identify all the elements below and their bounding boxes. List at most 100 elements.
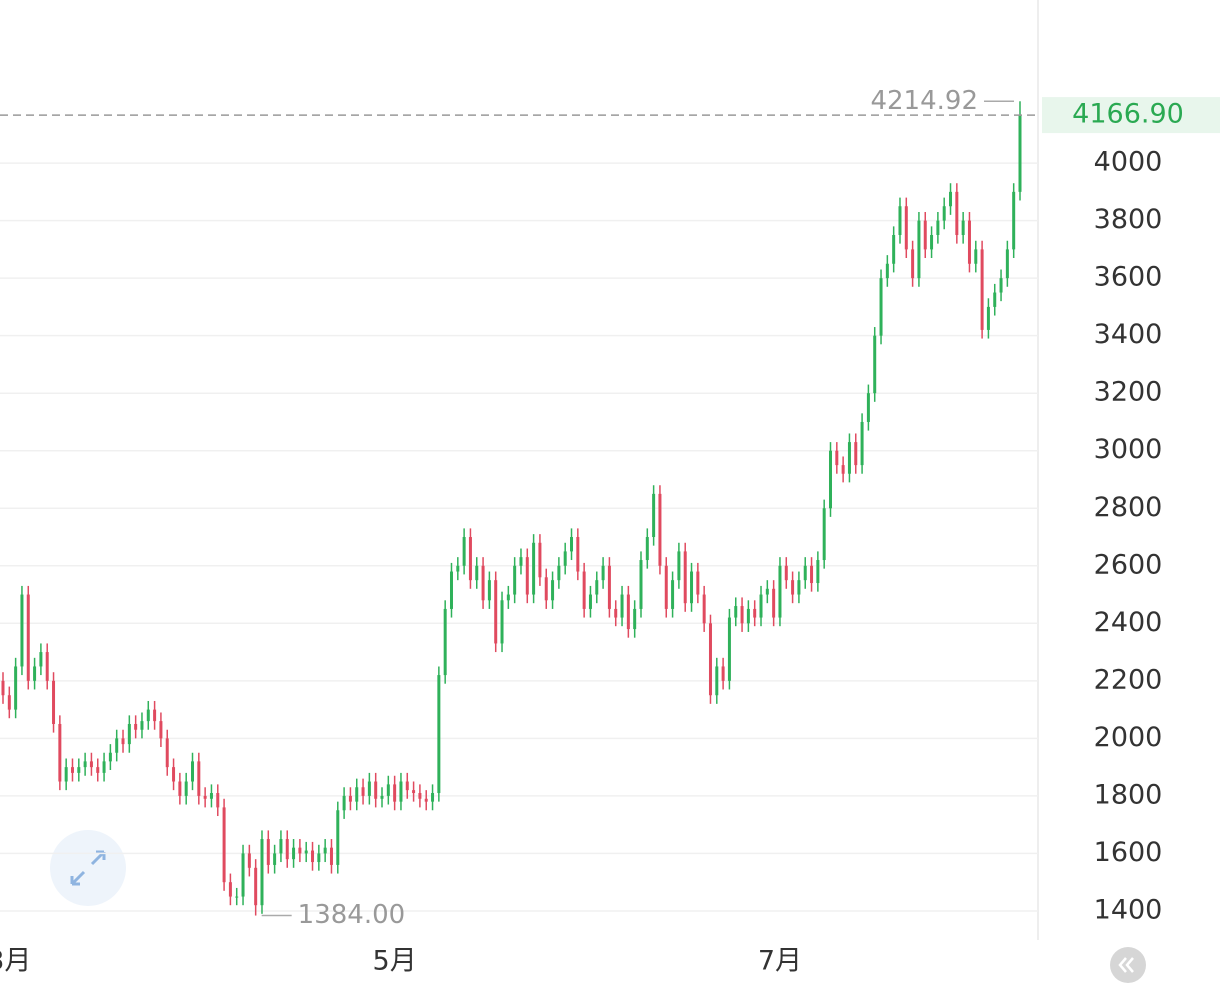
body <box>961 220 965 235</box>
body <box>860 421 864 466</box>
body <box>727 617 731 681</box>
body <box>121 738 125 745</box>
body <box>298 847 302 854</box>
x-tick-label: 7月 <box>758 946 802 977</box>
body <box>671 580 675 609</box>
body <box>923 220 927 250</box>
body <box>285 839 289 860</box>
body <box>412 790 416 794</box>
body <box>203 795 207 799</box>
body <box>494 580 498 644</box>
body <box>191 761 195 782</box>
body <box>393 784 397 802</box>
body <box>348 795 352 802</box>
body <box>513 565 517 595</box>
y-tick-label: 4000 <box>1094 147 1163 178</box>
body <box>462 537 466 566</box>
body <box>816 560 820 584</box>
x-tick-label: 3月 <box>0 946 31 977</box>
body <box>443 608 447 676</box>
body <box>544 577 548 601</box>
body <box>418 793 422 799</box>
expand-bg[interactable] <box>50 830 126 906</box>
y-tick-label: 3200 <box>1094 377 1163 408</box>
body <box>317 853 321 863</box>
y-tick-label: 1600 <box>1094 837 1163 868</box>
body <box>696 571 700 595</box>
body <box>380 795 384 799</box>
body <box>866 393 870 422</box>
body <box>601 565 605 581</box>
body <box>273 853 277 865</box>
body <box>734 606 738 618</box>
x-tick-label: 5月 <box>373 946 417 977</box>
body <box>753 608 757 618</box>
body <box>197 761 201 796</box>
body <box>481 565 485 601</box>
body <box>26 594 30 681</box>
body <box>778 565 782 618</box>
body <box>652 493 656 538</box>
body <box>746 608 750 624</box>
body <box>405 781 409 791</box>
body <box>765 588 769 595</box>
collapse-icon[interactable] <box>1118 957 1134 973</box>
body <box>70 767 74 773</box>
body <box>1005 249 1009 279</box>
expand-button[interactable] <box>50 830 126 906</box>
body <box>797 580 801 595</box>
body <box>525 557 529 595</box>
body <box>266 839 270 865</box>
body <box>329 847 333 865</box>
body <box>614 608 618 618</box>
body <box>64 767 68 782</box>
body <box>165 738 169 768</box>
body <box>228 882 232 897</box>
body <box>892 235 896 264</box>
body <box>468 537 472 581</box>
body <box>159 721 163 739</box>
body <box>658 493 662 566</box>
y-tick-label: 2800 <box>1094 492 1163 523</box>
body <box>1018 115 1022 192</box>
body <box>791 580 795 595</box>
body <box>146 709 150 722</box>
collapse-button[interactable] <box>1110 947 1146 983</box>
body <box>847 442 851 474</box>
body <box>841 465 845 474</box>
body <box>336 810 340 865</box>
body <box>715 666 719 696</box>
body <box>551 580 555 601</box>
body <box>721 666 725 681</box>
body <box>260 839 264 906</box>
body <box>115 738 119 753</box>
body <box>936 220 940 235</box>
body <box>216 793 220 808</box>
body <box>633 608 637 630</box>
body <box>854 442 858 466</box>
body <box>942 206 946 221</box>
body <box>342 795 346 811</box>
expand-icon[interactable] <box>70 850 106 886</box>
body <box>58 723 62 782</box>
body <box>254 867 258 906</box>
body <box>879 278 883 336</box>
y-tick-label: 1800 <box>1094 779 1163 810</box>
body <box>563 551 567 566</box>
body <box>955 191 959 235</box>
body <box>911 249 915 279</box>
body <box>456 565 460 572</box>
body <box>772 588 776 618</box>
body <box>740 606 744 624</box>
last-price-tag <box>1042 97 1220 134</box>
body <box>967 220 971 264</box>
y-tick-label: 3600 <box>1094 262 1163 293</box>
body <box>986 306 990 330</box>
body <box>588 594 592 609</box>
body <box>885 263 889 279</box>
body <box>917 220 921 279</box>
body <box>702 594 706 624</box>
body <box>626 594 630 630</box>
body <box>140 721 144 730</box>
body <box>999 278 1003 293</box>
